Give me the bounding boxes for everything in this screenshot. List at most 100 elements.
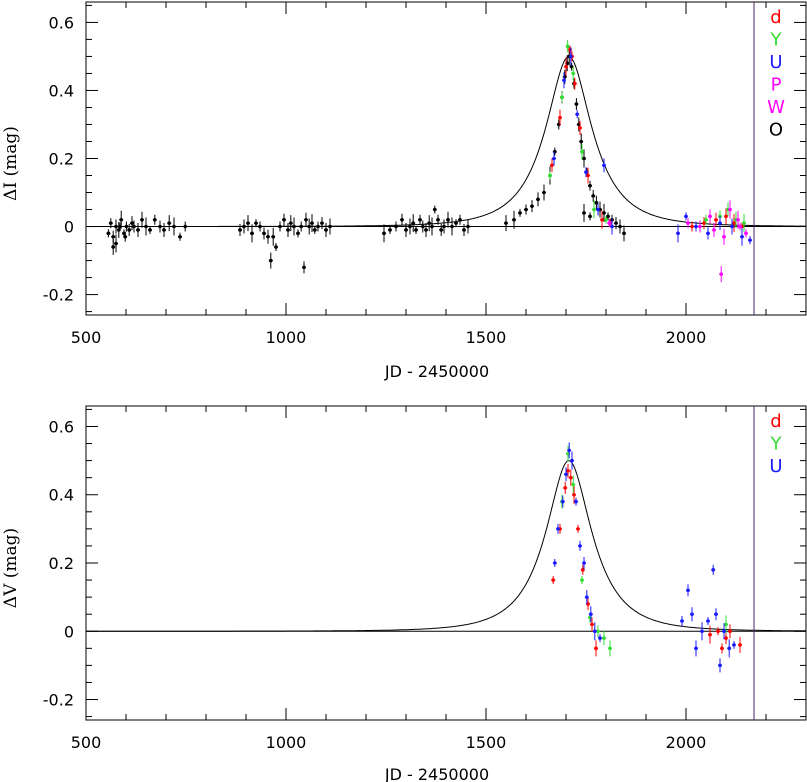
data-point bbox=[536, 197, 540, 202]
y-tick-label: -0.2 bbox=[43, 691, 74, 710]
data-point bbox=[702, 221, 706, 225]
data-point bbox=[258, 224, 262, 229]
data-point bbox=[592, 207, 596, 212]
data-point bbox=[178, 234, 182, 239]
data-point bbox=[553, 561, 557, 565]
data-point bbox=[690, 224, 694, 229]
data-point bbox=[560, 95, 564, 100]
data-point bbox=[118, 224, 122, 229]
data-point bbox=[388, 228, 392, 232]
data-point bbox=[132, 224, 136, 229]
data-point bbox=[706, 231, 710, 236]
data-point bbox=[242, 224, 246, 229]
data-point bbox=[172, 224, 176, 229]
data-point bbox=[162, 228, 166, 232]
data-point bbox=[585, 595, 589, 599]
data-point bbox=[114, 241, 118, 246]
series-U bbox=[552, 442, 736, 673]
data-point bbox=[572, 492, 576, 497]
data-point bbox=[144, 224, 148, 229]
x-axis-title: JD - 2450000 bbox=[384, 765, 489, 782]
legend-entry-d: d bbox=[770, 7, 781, 28]
data-point bbox=[430, 224, 434, 229]
data-point bbox=[594, 646, 598, 651]
data-point bbox=[744, 231, 748, 236]
data-point bbox=[254, 221, 258, 225]
data-point bbox=[524, 207, 528, 212]
data-point bbox=[566, 469, 570, 473]
model-curve bbox=[86, 460, 807, 632]
data-point bbox=[148, 228, 152, 232]
data-point bbox=[424, 228, 428, 232]
data-point bbox=[582, 156, 586, 161]
data-point bbox=[584, 170, 588, 174]
data-point bbox=[446, 217, 450, 222]
data-point bbox=[575, 112, 579, 117]
data-point bbox=[558, 115, 562, 120]
data-point bbox=[719, 272, 723, 276]
data-point bbox=[551, 578, 555, 582]
data-point bbox=[614, 221, 618, 225]
data-point bbox=[266, 234, 270, 239]
data-point bbox=[722, 234, 726, 239]
data-point bbox=[738, 224, 742, 229]
top-panel-delta-i: 500 1000 1500 2000 0.6 0.4 0.2 0 -0.2 JD - 245000… bbox=[1, 1, 807, 381]
data-point bbox=[700, 629, 704, 634]
data-point bbox=[579, 139, 583, 144]
data-point bbox=[408, 224, 412, 229]
data-point bbox=[542, 190, 546, 195]
y-tick-label: 0 bbox=[64, 218, 74, 237]
data-point bbox=[594, 200, 599, 205]
data-point bbox=[586, 173, 590, 178]
data-point bbox=[454, 221, 458, 225]
data-point bbox=[606, 214, 610, 219]
data-point bbox=[724, 622, 728, 627]
data-point bbox=[708, 214, 712, 219]
data-point bbox=[136, 228, 140, 232]
data-point bbox=[299, 224, 304, 229]
data-point bbox=[450, 224, 454, 229]
data-point bbox=[123, 234, 127, 239]
data-point bbox=[442, 224, 446, 229]
data-point bbox=[690, 612, 694, 616]
data-point bbox=[158, 224, 162, 229]
data-point bbox=[722, 629, 726, 634]
data-point bbox=[596, 207, 600, 212]
data-point bbox=[124, 224, 129, 229]
data-point bbox=[712, 228, 716, 232]
plot-frame bbox=[85, 1, 807, 316]
data-point bbox=[576, 527, 580, 531]
data-point bbox=[130, 221, 134, 225]
data-point bbox=[310, 221, 314, 225]
data-point bbox=[320, 221, 324, 225]
data-point bbox=[724, 636, 728, 640]
data-point bbox=[582, 561, 586, 565]
data-point bbox=[730, 224, 734, 229]
data-point bbox=[580, 578, 584, 582]
data-point bbox=[109, 221, 113, 225]
data-point bbox=[694, 646, 698, 651]
series-Y bbox=[548, 40, 746, 233]
data-point bbox=[400, 217, 404, 222]
data-point bbox=[292, 224, 296, 229]
data-point bbox=[313, 228, 317, 232]
data-point bbox=[600, 217, 604, 222]
data-point bbox=[552, 156, 556, 161]
data-point bbox=[680, 619, 684, 623]
data-point bbox=[588, 214, 592, 219]
data-point bbox=[704, 217, 708, 222]
data-point bbox=[561, 499, 565, 504]
data-point bbox=[573, 81, 577, 86]
data-point bbox=[569, 475, 573, 480]
data-point bbox=[582, 211, 586, 215]
model-curve bbox=[86, 55, 806, 227]
legend-entry-y: Y bbox=[770, 30, 783, 51]
data-point bbox=[574, 499, 578, 504]
data-point bbox=[578, 544, 582, 548]
data-point bbox=[421, 224, 425, 229]
data-point bbox=[564, 64, 568, 69]
y-axis-title: ΔI (mag) bbox=[1, 126, 21, 201]
data-point bbox=[580, 149, 584, 154]
data-point bbox=[328, 224, 332, 229]
